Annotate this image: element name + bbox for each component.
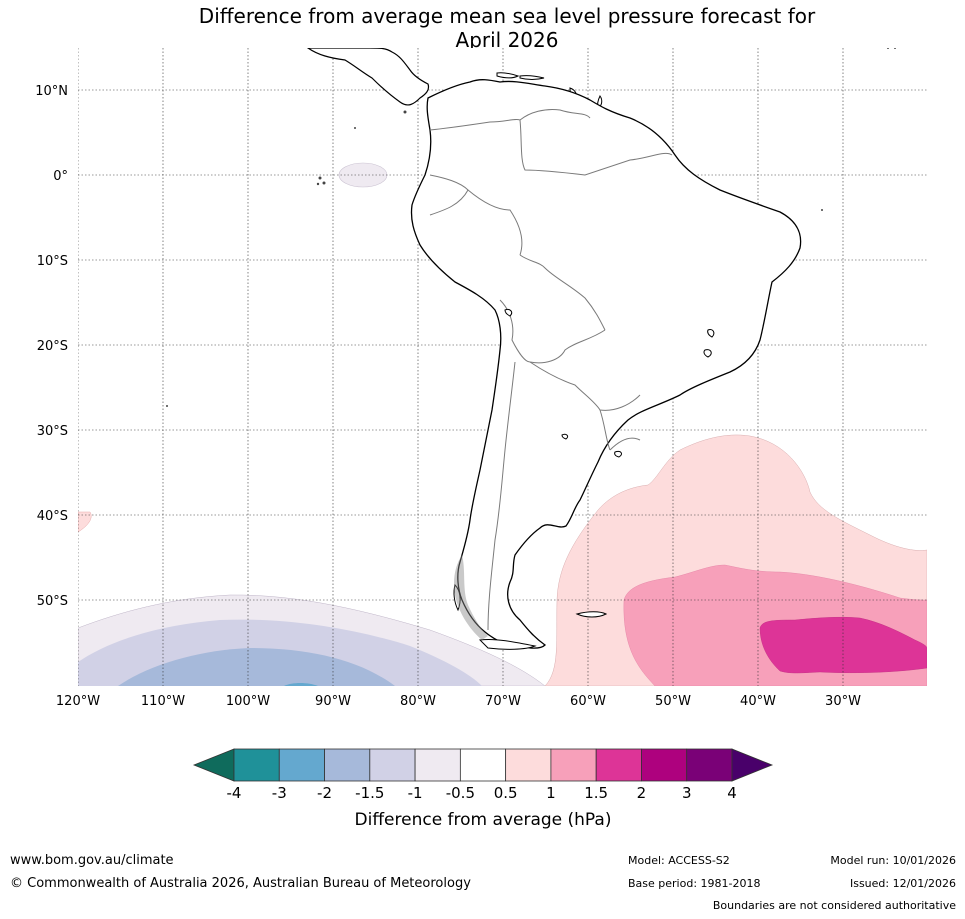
footer-issued: Issued: 12/01/2026	[849, 877, 956, 890]
colorbar-cell	[278, 748, 325, 782]
chile-fjords-shading	[453, 555, 488, 640]
colorbar-cell	[459, 748, 507, 782]
contour-plus-1-5	[759, 616, 927, 674]
south-america-coast	[410, 79, 802, 649]
contour-minus-1-5	[118, 648, 395, 686]
colorbar-cells	[233, 748, 733, 782]
lon-label-90w: 90°W	[315, 694, 351, 709]
lon-label-50w: 50°W	[655, 694, 691, 709]
atlantic-positive-anomaly	[544, 434, 927, 686]
latitude-labels: 10°N 0° 10°S 20°S 30°S 40°S 50°S	[35, 84, 68, 609]
footer-base-period: Base period: 1981-2018	[628, 877, 761, 890]
colorbar-tick-label: 4	[727, 784, 737, 802]
lat-label-40s: 40°S	[37, 509, 68, 524]
colorbar-label: Difference from average (hPa)	[355, 810, 612, 830]
footer-website: www.bom.gov.au/climate	[10, 853, 174, 868]
colorbar-tick-label: 1	[546, 784, 556, 802]
lon-label-80w: 80°W	[400, 694, 436, 709]
lon-label-60w: 60°W	[570, 694, 606, 709]
colorbar-cell	[369, 748, 416, 782]
colorbar-tick-label: 1.5	[584, 784, 608, 802]
contour-minus-2	[284, 683, 318, 686]
colorbar-tick-label: -3	[272, 784, 287, 802]
lon-label-100w: 100°W	[226, 694, 270, 709]
colorbar-tick-label: -1.5	[355, 784, 384, 802]
colorbar: -4 -3 -2 -1.5 -1 -0.5 0.5 1 1.5 2 3 4 Difference fr…	[192, 748, 774, 830]
colorbar-cell	[550, 748, 597, 782]
colorbar-tick-label: -4	[227, 784, 242, 802]
lat-label-50s: 50°S	[37, 594, 68, 609]
map-area	[78, 48, 927, 686]
lon-label-110w: 110°W	[141, 694, 185, 709]
longitude-labels: 120°W 110°W 100°W 90°W 80°W 70°W 60°W 50…	[56, 694, 861, 709]
map-title: Difference from average mean sea level p…	[0, 4, 965, 52]
lon-label-30w: 30°W	[825, 694, 861, 709]
colorbar-cell	[414, 748, 461, 782]
galapagos-islands	[166, 48, 896, 407]
lakes	[504, 309, 715, 458]
colorbar-cell	[686, 748, 733, 782]
colorbar-tick-label: -0.5	[446, 784, 475, 802]
colorbar-cell	[641, 748, 688, 782]
lat-label-30s: 30°S	[37, 424, 68, 439]
colorbar-cell	[233, 748, 280, 782]
colorbar-cell	[505, 748, 552, 782]
lat-label-10s: 10°S	[37, 254, 68, 269]
footer-boundaries-note: Boundaries are not considered authoritat…	[712, 899, 956, 912]
footer-copyright: © Commonwealth of Australia 2026, Austra…	[10, 876, 471, 891]
colorbar-tick-label: 0.5	[494, 784, 518, 802]
colorbar-tick-label: -2	[317, 784, 332, 802]
colorbar-tick-label: -1	[408, 784, 423, 802]
colorbar-cell	[595, 748, 642, 782]
lon-label-40w: 40°W	[740, 694, 776, 709]
lat-label-20s: 20°S	[37, 339, 68, 354]
colorbar-extend-min	[192, 748, 235, 782]
lon-label-120w: 120°W	[56, 694, 100, 709]
colorbar-ticks: -4 -3 -2 -1.5 -1 -0.5 0.5 1 1.5 2 3 4	[227, 784, 737, 802]
title-line-1: Difference from average mean sea level p…	[198, 4, 816, 28]
lon-label-70w: 70°W	[485, 694, 521, 709]
pacific-negative-anomaly	[78, 594, 546, 686]
lat-label-10n: 10°N	[35, 84, 68, 99]
southern-chile-islands	[453, 584, 608, 650]
central-america-coast	[306, 48, 430, 106]
footer-model: Model: ACCESS-S2	[628, 854, 730, 867]
lat-label-0: 0°	[53, 169, 68, 184]
footer-model-run: Model run: 10/01/2026	[830, 854, 956, 867]
colorbar-extend-max	[731, 748, 774, 782]
colorbar-tick-label: 2	[637, 784, 647, 802]
colorbar-cell	[324, 748, 371, 782]
colorbar-tick-label: 3	[682, 784, 692, 802]
